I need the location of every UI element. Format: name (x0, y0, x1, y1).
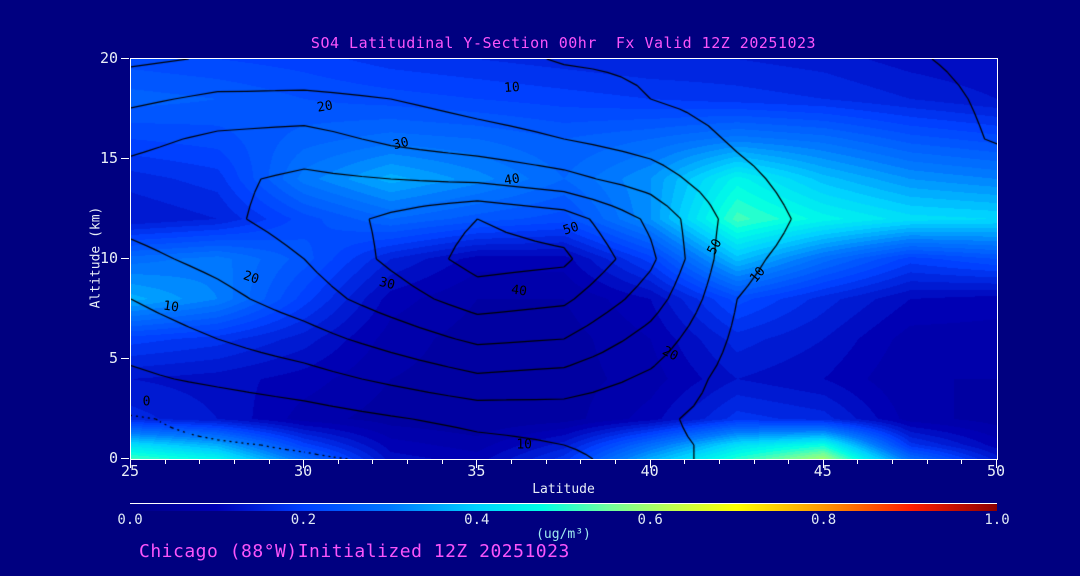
contour-label: 40 (503, 171, 522, 189)
colorbar-units-label: (ug/m³) (536, 527, 591, 542)
colorbar-tick-label: 0.8 (810, 512, 837, 528)
y-axis-title: Altitude (km) (88, 206, 104, 309)
page-title: SO4 Latitudinal Y-Section 00hr Fx Valid … (310, 34, 817, 52)
x-axis-tick-label: 45 (813, 462, 832, 480)
x-axis-minor-tick (926, 460, 928, 464)
contour-label: 10 (503, 79, 521, 97)
x-axis-minor-tick (788, 460, 790, 464)
x-axis-tick-label: 35 (467, 462, 486, 480)
x-axis-minor-tick (372, 460, 374, 464)
x-axis-title: Latitude (532, 482, 595, 497)
x-axis-major-tick (130, 460, 131, 468)
plot-area: 10 20 30 40 50 50 10 30 40 20 10 20 10 0 (130, 58, 998, 460)
y-axis-tick-label: 20 (99, 49, 118, 67)
x-axis-minor-tick (961, 460, 963, 464)
y-axis-major-tick (121, 58, 129, 59)
x-axis-minor-tick (164, 460, 166, 464)
x-axis-minor-tick (511, 460, 513, 464)
y-axis-major-tick (121, 358, 129, 359)
x-axis-minor-tick (441, 460, 443, 464)
x-axis-minor-tick (233, 460, 235, 464)
x-axis-minor-tick (892, 460, 894, 464)
y-axis-tick-label: 10 (99, 249, 118, 267)
x-axis-tick-label: 25 (120, 462, 140, 480)
x-axis-minor-tick (614, 460, 616, 464)
x-axis-major-tick (822, 460, 824, 468)
x-axis-minor-tick (684, 460, 686, 464)
contour-label: 40 (510, 282, 528, 300)
y-axis-major-tick (121, 158, 129, 159)
x-axis-tick-label: 50 (986, 462, 1006, 480)
x-axis-minor-tick (753, 460, 755, 464)
x-axis-tick-label: 30 (294, 462, 313, 480)
contour-label: 20 (315, 98, 334, 116)
x-axis-minor-tick (407, 460, 409, 464)
x-axis-major-tick (996, 460, 997, 468)
x-axis-major-tick (303, 460, 305, 468)
colorbar-tick-label: 0.2 (290, 512, 317, 528)
x-axis-minor-tick (580, 460, 582, 464)
colorbar-tick-label: 0.6 (637, 512, 663, 528)
x-axis-tick-label: 40 (640, 462, 659, 480)
x-axis-minor-tick (857, 460, 859, 464)
x-axis-major-tick (649, 460, 651, 468)
x-axis-minor-tick (337, 460, 339, 464)
colorbar-tick-label: 0.0 (117, 512, 143, 528)
y-axis-tick-label: 0 (108, 449, 118, 467)
contour-label: 10 (162, 298, 180, 316)
y-axis-major-tick (121, 258, 129, 259)
x-axis-minor-tick (268, 460, 270, 464)
x-axis-minor-tick (718, 460, 720, 464)
colorbar (130, 503, 997, 511)
contour-label: 10 (516, 437, 532, 453)
y-axis-major-tick (121, 458, 129, 459)
footer-run-info: Chicago (88°W)Initialized 12Z 20251023 (139, 541, 570, 562)
contour-label: 0 (142, 394, 151, 410)
colorbar-tick-label: 0.4 (464, 512, 490, 528)
colorbar-tick-label: 1.0 (984, 512, 1010, 528)
x-axis-minor-tick (545, 460, 547, 464)
contour-plot-canvas (131, 59, 997, 459)
x-axis-major-tick (476, 460, 478, 468)
y-axis-tick-label: 5 (108, 349, 118, 367)
y-axis-tick-label: 15 (99, 149, 118, 167)
contour-label: 30 (391, 134, 411, 154)
x-axis-minor-tick (199, 460, 201, 464)
